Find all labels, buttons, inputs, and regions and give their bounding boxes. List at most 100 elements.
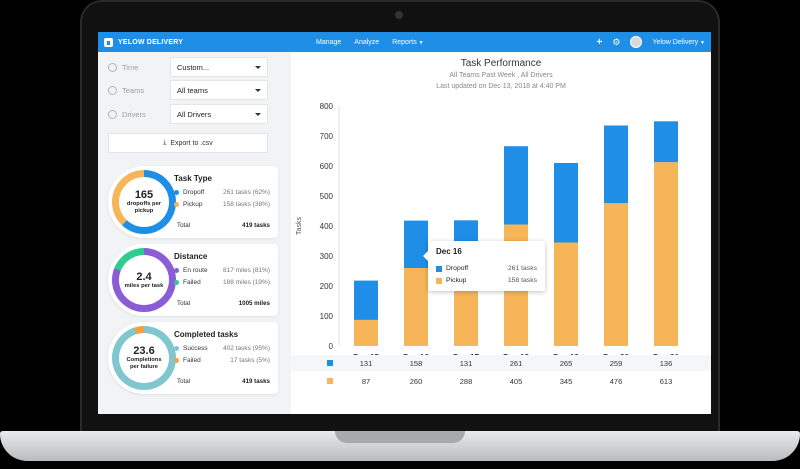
ring-caption: dropoffs per pickup	[126, 201, 162, 214]
filter-time: Time Custom...	[108, 57, 268, 77]
table-cell: 613	[659, 377, 673, 386]
chevron-down-icon: ▼	[700, 39, 705, 46]
camera-icon	[395, 11, 403, 19]
card-row: Dropoff 261 tasks (62%)	[174, 189, 270, 196]
chevron-down-icon: ▼	[418, 39, 424, 46]
filter-drivers: Drivers All Drivers	[108, 104, 268, 124]
card-total: Total 1005 miles	[177, 300, 270, 307]
legend-square-icon	[327, 378, 333, 384]
user-menu[interactable]: Yelow Delivery ▼	[652, 39, 705, 46]
total-value: 419 tasks	[242, 222, 270, 229]
ring-center: 23.6 Completions per failure	[119, 333, 169, 383]
row-label: Dropoff	[183, 189, 205, 196]
y-tick-label: 700	[320, 132, 334, 141]
row-label: En route	[183, 267, 208, 274]
bar-dropoff	[604, 125, 628, 204]
driver-icon	[108, 109, 117, 119]
ring-caption: miles per task	[124, 282, 164, 289]
total-label: Total	[177, 300, 191, 307]
bar-pickup	[554, 242, 578, 346]
nav-item-reports[interactable]: Reports ▼	[392, 39, 423, 46]
row-value: 158 tasks (38%)	[223, 201, 270, 208]
card-total: Total 419 tasks	[177, 222, 270, 229]
tooltip-label: Pickup	[446, 277, 467, 284]
avatar[interactable]	[630, 36, 643, 48]
card-row: Failed 188 miles (19%)	[174, 279, 270, 286]
bar-dropoff	[354, 280, 378, 320]
bar-dropoff	[504, 146, 528, 225]
table-cell: 131	[459, 359, 473, 368]
teams-select-value: All teams	[177, 85, 208, 95]
distance-ring: 2.4 miles per task	[112, 248, 176, 312]
completed-tasks-card[interactable]: 23.6 Completions per failure Completed t…	[108, 322, 278, 394]
y-axis-label: Tasks	[296, 217, 303, 235]
y-tick-label: 800	[320, 102, 334, 111]
card-row: Failed 17 tasks (5%)	[174, 357, 270, 364]
ring-center: 165 dropoffs per pickup	[119, 177, 169, 227]
legend-dot-icon	[174, 346, 179, 351]
brand[interactable]: YELOW DELIVERY	[104, 32, 183, 52]
teams-select[interactable]: All teams	[170, 80, 268, 100]
nav-item-analyze[interactable]: Analyze	[354, 38, 380, 46]
brand-name: YELOW DELIVERY	[118, 38, 184, 46]
laptop-notch	[335, 431, 465, 443]
time-select[interactable]: Custom...	[170, 57, 268, 77]
clock-icon	[108, 62, 117, 72]
chart-panel: Task Performance All Teams Past Week , A…	[291, 52, 711, 414]
table-cell: 405	[509, 377, 523, 386]
task-type-card[interactable]: 165 dropoffs per pickup Task Type Dropof…	[108, 166, 278, 238]
filter-time-label: Time	[122, 62, 139, 72]
download-icon: ⤓	[163, 139, 167, 146]
table-cell: 288	[459, 377, 473, 386]
table-cell: 265	[559, 359, 573, 368]
add-icon[interactable]: +	[596, 36, 603, 48]
tooltip-row: Pickup 158 tasks	[436, 277, 537, 284]
distance-card[interactable]: 2.4 miles per task Distance En route 817…	[108, 244, 278, 316]
user-name: Yelow Delivery	[652, 38, 699, 46]
sidebar: Time Custom... Teams All teams Drivers	[98, 52, 278, 414]
chart-updated: Last updated on Dec 13, 2018 at 4:40 PM	[436, 83, 566, 90]
card-title: Distance	[174, 252, 208, 261]
row-value: 817 miles (81%)	[223, 267, 270, 274]
y-tick-label: 500	[320, 192, 334, 201]
tooltip-value: 158 tasks	[507, 277, 537, 284]
bar-dropoff	[654, 121, 678, 163]
filter-time-label-wrap: Time	[108, 62, 170, 72]
ring-caption: Completions per failure	[126, 357, 162, 370]
table-row: 87 260 288 405 345 476 613	[291, 373, 711, 389]
legend-dot-icon	[174, 280, 179, 285]
export-csv-label: Export to .csv	[170, 139, 213, 147]
legend-square-icon	[436, 265, 442, 272]
row-label: Failed	[183, 279, 201, 286]
row-value: 188 miles (19%)	[223, 279, 270, 286]
filter-teams: Teams All teams	[108, 80, 268, 100]
total-value: 419 tasks	[242, 378, 270, 385]
row-value: 261 tasks (62%)	[223, 189, 270, 196]
table-cell: 158	[409, 359, 423, 368]
table-cell: 259	[609, 359, 623, 368]
filter-drivers-label: Drivers	[122, 109, 146, 119]
total-label: Total	[177, 222, 191, 229]
chart-tooltip: Dec 16 Dropoff 261 tasks Pickup 158 task…	[423, 241, 545, 291]
y-tick-label: 300	[320, 252, 334, 261]
card-title: Task Type	[174, 174, 212, 183]
gear-icon[interactable]: ⚙	[612, 36, 621, 47]
export-csv-button[interactable]: ⤓ Export to .csv	[108, 133, 268, 153]
table-cell: 261	[509, 359, 523, 368]
card-row: En route 817 miles (81%)	[174, 267, 270, 274]
drivers-select[interactable]: All Drivers	[170, 104, 268, 124]
time-select-value: Custom...	[177, 62, 210, 72]
table-row: 131 158 131 261 265 259 136	[291, 355, 711, 371]
row-label: Failed	[183, 357, 201, 364]
legend-square-icon	[436, 277, 442, 284]
row-label: Success	[183, 345, 208, 352]
row-value: 17 tasks (5%)	[230, 357, 270, 364]
nav-item-manage[interactable]: Manage	[316, 38, 342, 46]
filter-teams-label-wrap: Teams	[108, 85, 170, 95]
card-row: Success 402 tasks (95%)	[174, 345, 270, 352]
caret-down-icon	[255, 65, 261, 69]
app-screen: YELOW DELIVERY Manage Analyze Reports ▼ …	[98, 32, 711, 414]
task-type-ring: 165 dropoffs per pickup	[112, 170, 176, 234]
bar-pickup	[604, 203, 628, 346]
ring-value: 2.4	[136, 270, 152, 283]
